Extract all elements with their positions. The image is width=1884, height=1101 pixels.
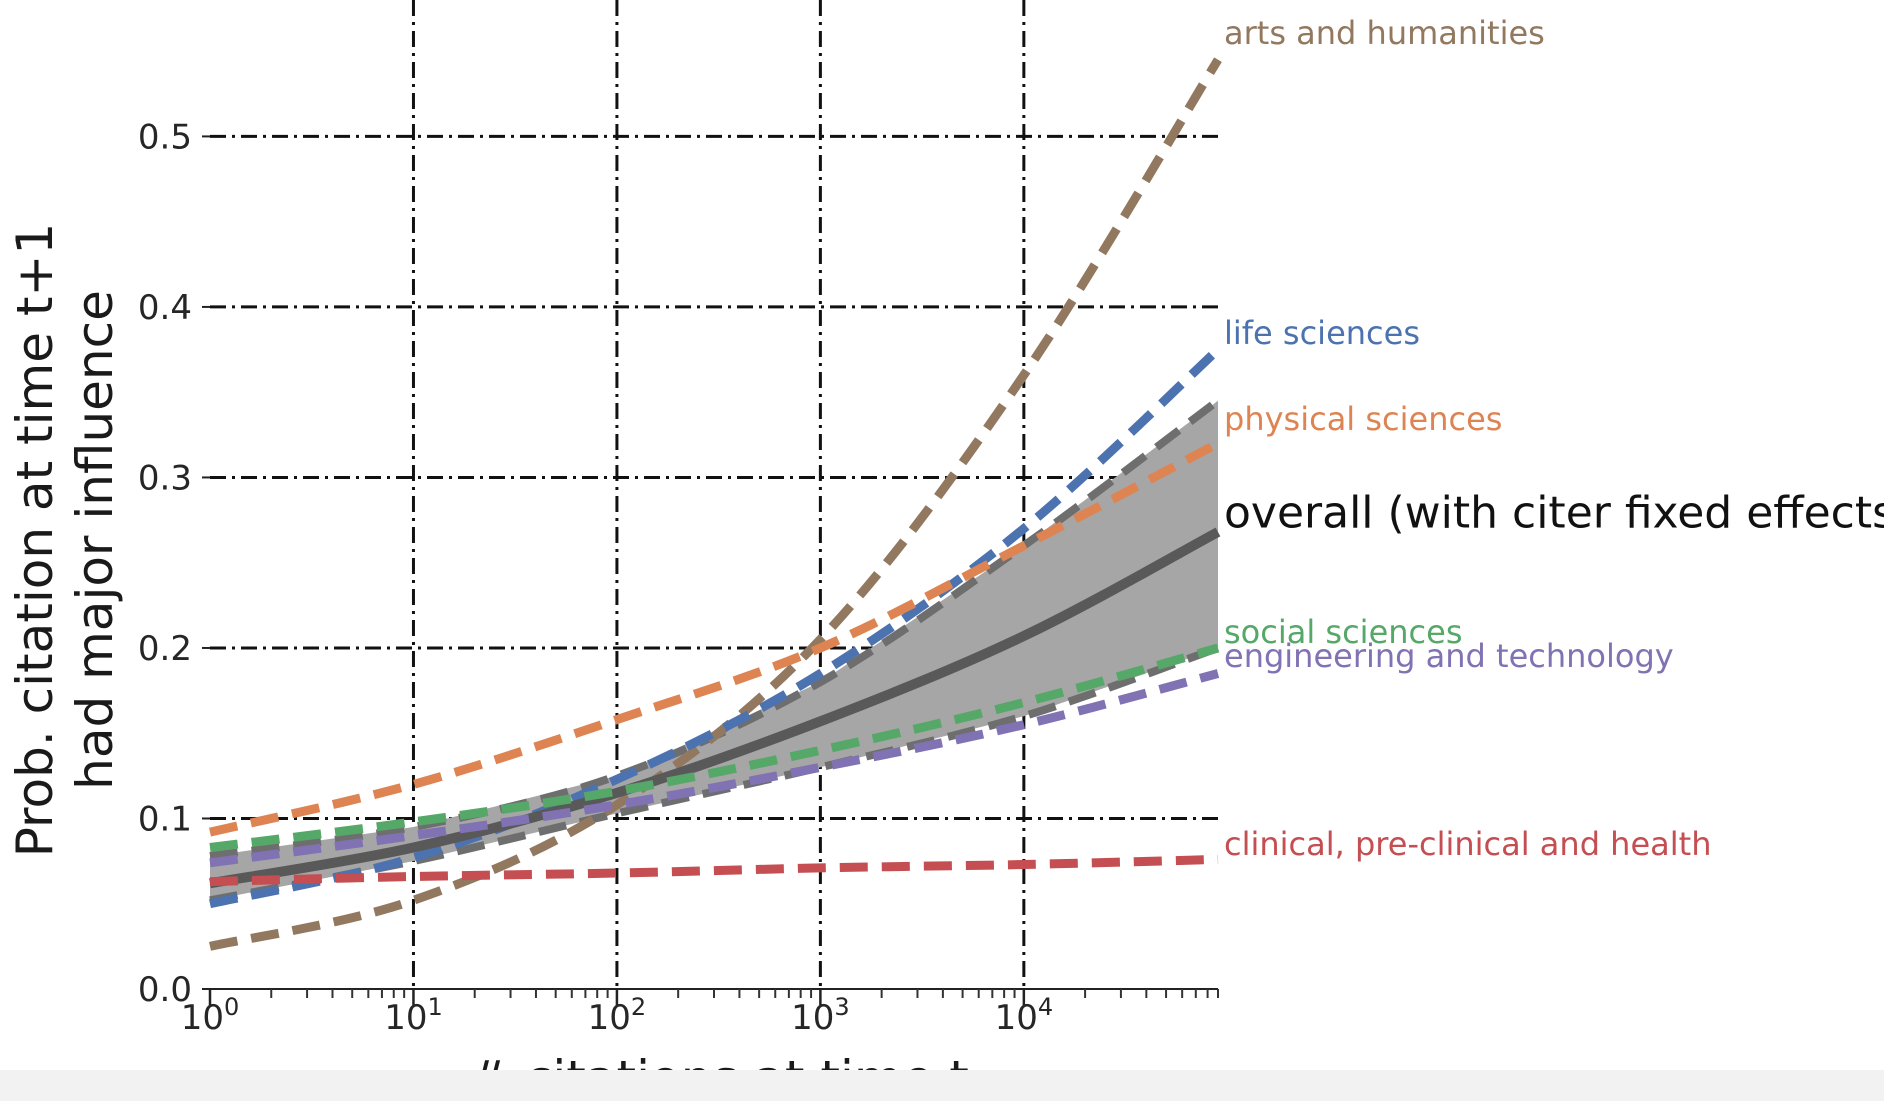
x-tick-exponent: 1 bbox=[427, 993, 442, 1021]
series-layer bbox=[208, 57, 1222, 951]
x-tick-label: 102 bbox=[588, 993, 647, 1038]
x-tick-base: 10 bbox=[384, 998, 427, 1038]
x-tick-exponent: 0 bbox=[224, 993, 239, 1021]
x-tick-base: 10 bbox=[181, 998, 224, 1038]
y-tick-label: 0.0 bbox=[138, 970, 192, 1010]
x-tick-exponent: 4 bbox=[1038, 993, 1053, 1021]
x-tick-label: 100 bbox=[181, 993, 240, 1038]
y-tick-label: 0.5 bbox=[138, 117, 192, 157]
series-line-clinical-pre-clinical-and-health bbox=[209, 854, 1219, 887]
series-line-physical-sciences bbox=[208, 439, 1221, 837]
series-line-life-sciences bbox=[209, 346, 1222, 909]
series-label-physical-sciences: physical sciences bbox=[1224, 400, 1502, 438]
axes-layer bbox=[202, 135, 1219, 1005]
series-line-arts-and-humanities bbox=[209, 57, 1222, 951]
series-label-overall-with-citer-fixed-effects: overall (with citer fixed effects) bbox=[1224, 487, 1884, 538]
window-bottom-bar bbox=[0, 1070, 1884, 1101]
x-tick-exponent: 2 bbox=[631, 993, 646, 1021]
y-tick-label: 0.1 bbox=[138, 799, 192, 839]
y-tick-label: 0.3 bbox=[138, 458, 192, 498]
x-tick-label: 104 bbox=[995, 993, 1054, 1038]
y-axis-title: Prob. citation at time t+1 had major inf… bbox=[6, 223, 124, 857]
y-tick-label: 0.4 bbox=[138, 288, 192, 328]
series-label-layer: arts and humanities life sciences physical… bbox=[1224, 14, 1884, 863]
series-line-social-sciences bbox=[209, 643, 1220, 852]
x-tick-label: 103 bbox=[791, 993, 850, 1038]
x-tick-base: 10 bbox=[791, 998, 834, 1038]
series-label-life-sciences: life sciences bbox=[1224, 314, 1420, 352]
series-label-arts-and-humanities: arts and humanities bbox=[1224, 14, 1545, 52]
y-axis-title-line-1: Prob. citation at time t+1 bbox=[6, 223, 64, 857]
series-line-engineering-and-technology bbox=[209, 669, 1220, 868]
x-tick-exponent: 3 bbox=[834, 993, 849, 1021]
confidence-band-upper bbox=[209, 397, 1221, 860]
x-tick-base: 10 bbox=[588, 998, 631, 1038]
y-axis-title-line-2: had major influence bbox=[66, 290, 124, 790]
series-line-overall-with-citer-fixed-effects bbox=[209, 527, 1221, 889]
x-tick-label: 101 bbox=[384, 993, 443, 1038]
y-tick-label: 0.2 bbox=[138, 629, 192, 669]
series-label-engineering-and-technology: engineering and technology bbox=[1224, 637, 1674, 675]
x-tick-base: 10 bbox=[995, 998, 1038, 1038]
series-label-clinical-pre-clinical-and-health: clinical, pre-clinical and health bbox=[1224, 825, 1711, 863]
series-label-social-sciences: social sciences bbox=[1224, 613, 1462, 651]
